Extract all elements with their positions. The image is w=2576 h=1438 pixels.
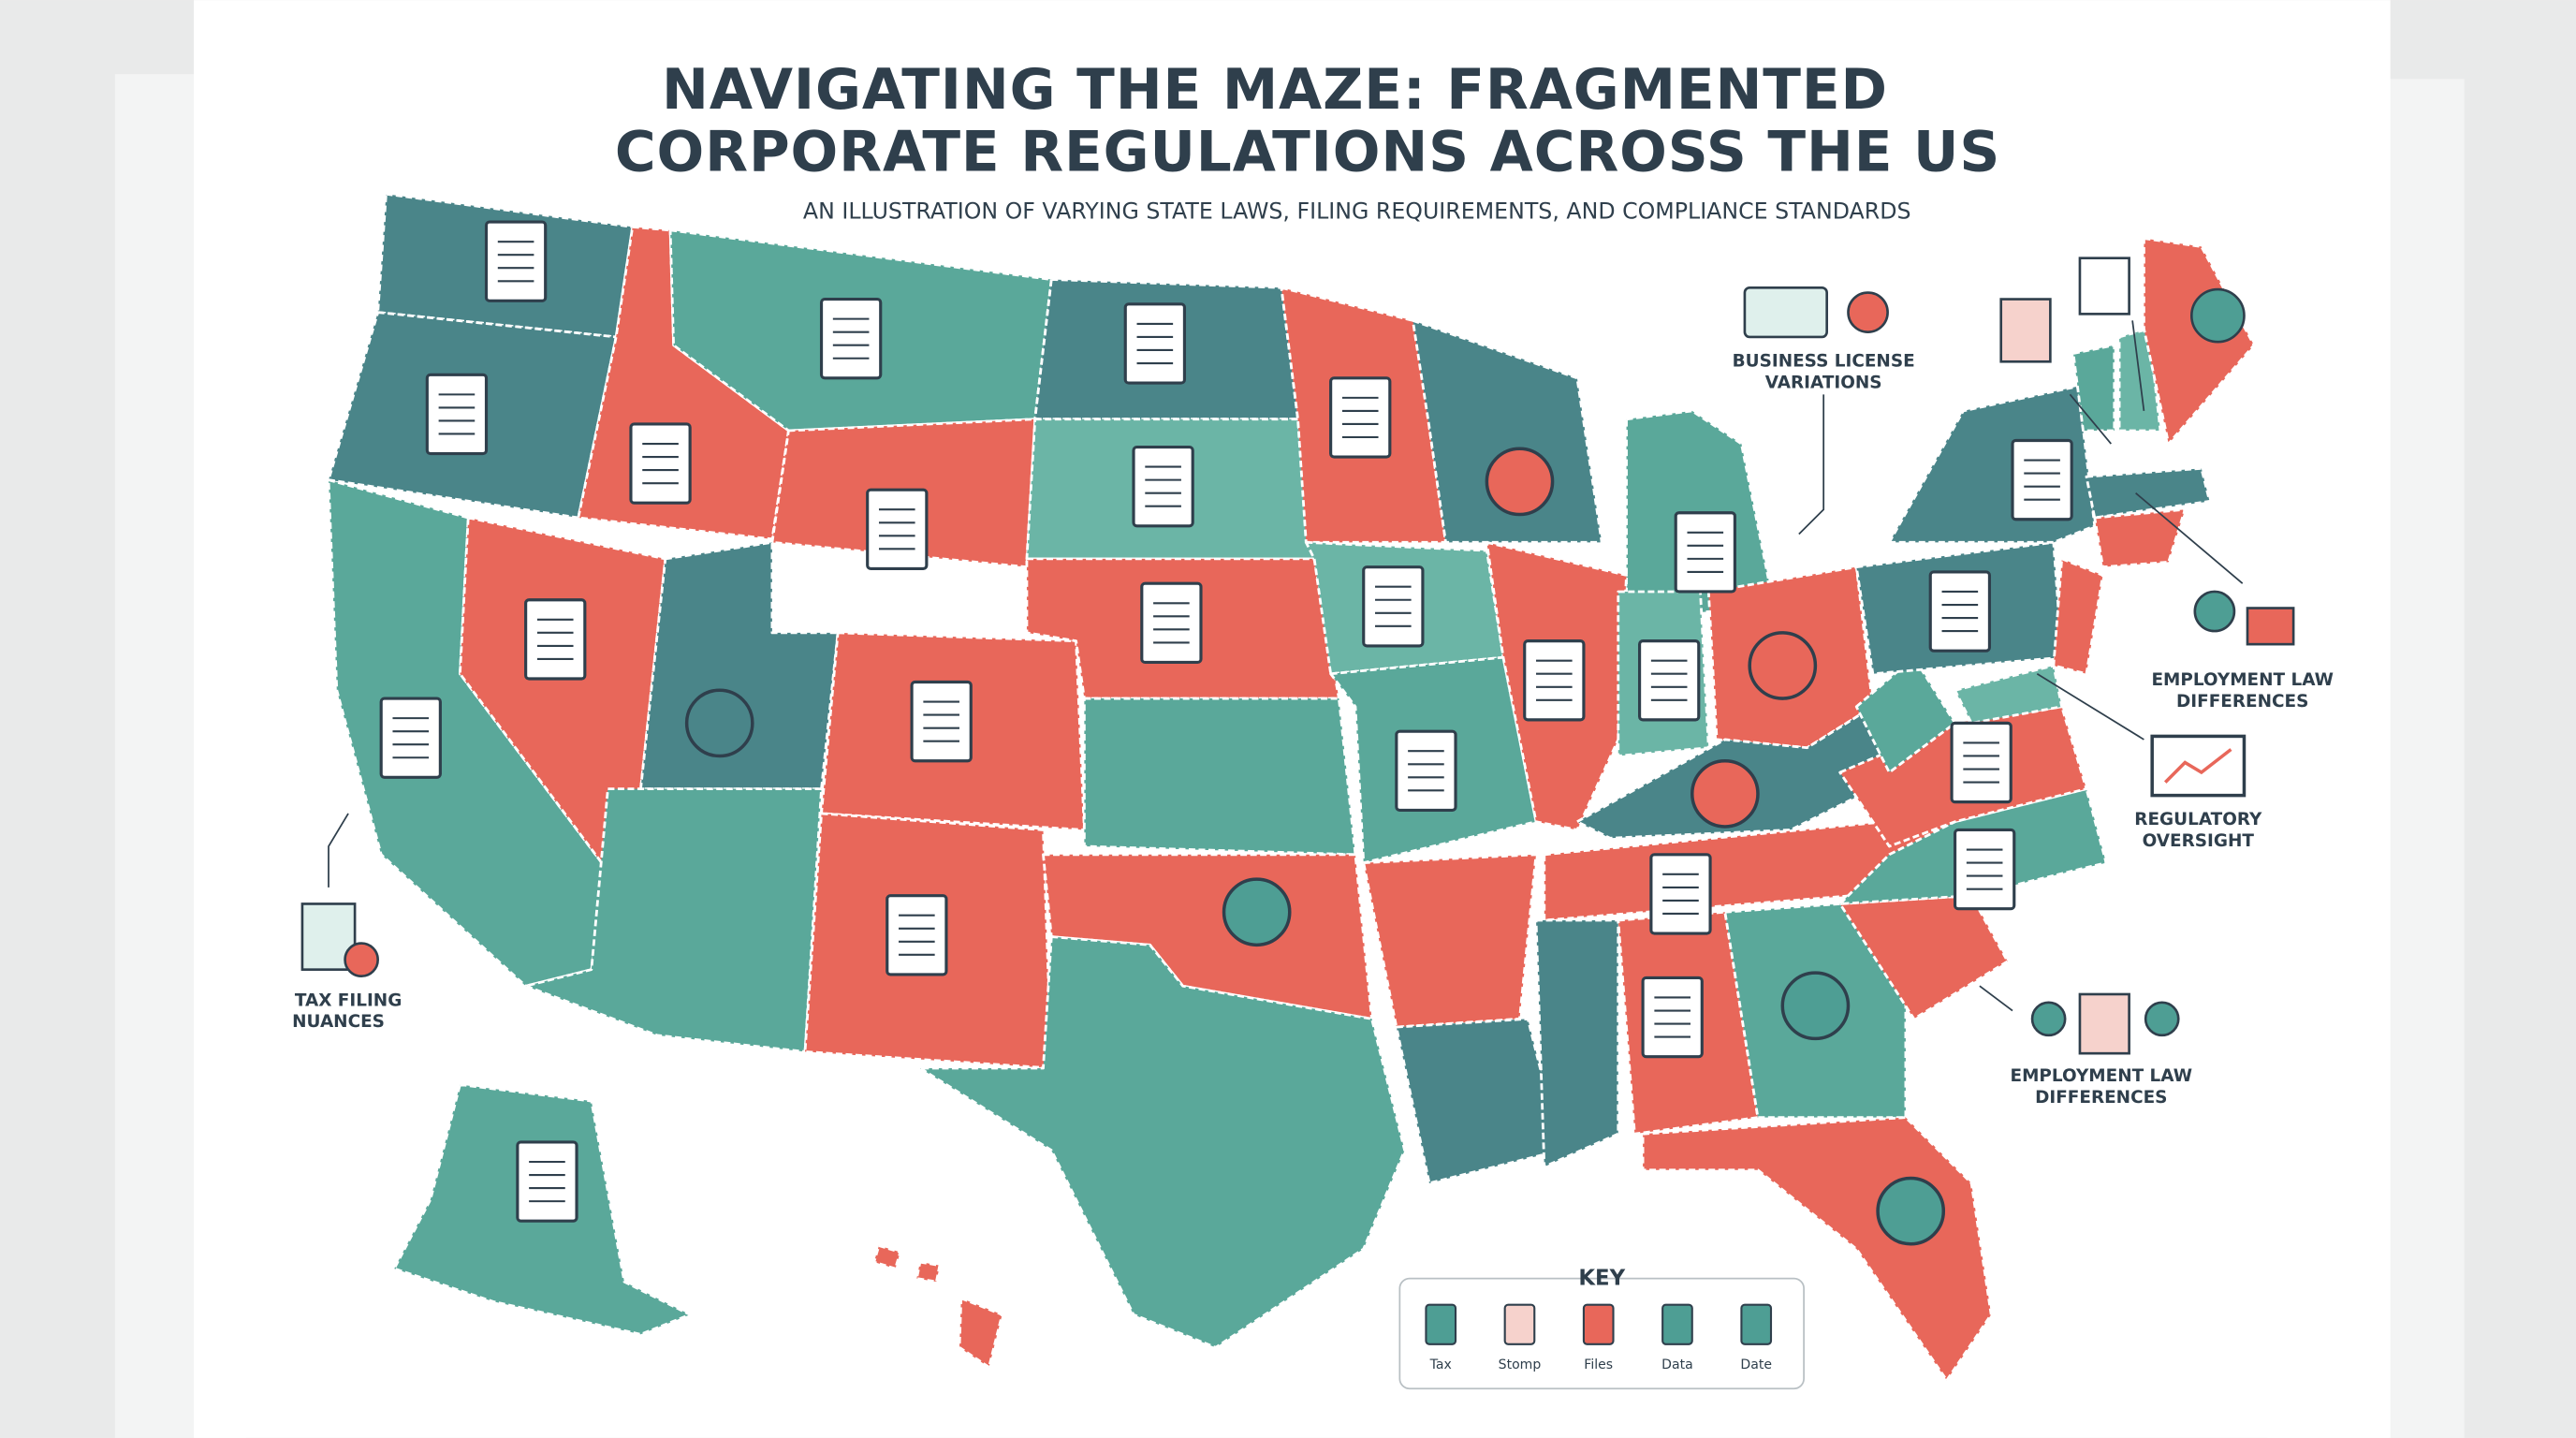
title-line: NAVIGATING THE MAZE: FRAGMENTED <box>662 58 1888 123</box>
state-shape <box>2143 237 2256 446</box>
state-shape <box>2052 557 2104 676</box>
callout-label: EMPLOYMENT LAW <box>2151 670 2333 690</box>
document-icon <box>1641 976 1704 1059</box>
seal-icon <box>1780 971 1851 1041</box>
document-icon <box>1123 302 1187 385</box>
callout-label: TAX FILING <box>295 990 402 1010</box>
document-icon <box>1140 581 1203 665</box>
document-icon <box>425 373 489 456</box>
document-icon <box>1638 639 1701 722</box>
document-icon <box>1953 828 2016 911</box>
state-shape <box>1082 697 1357 857</box>
document-icon <box>819 297 883 380</box>
seal-icon <box>1876 1176 1946 1246</box>
callout-label: BUSINESS LICENSE <box>1733 352 1915 372</box>
key-icon <box>1661 1303 1693 1345</box>
state-shape <box>1838 894 2010 1020</box>
seal-icon <box>684 688 754 758</box>
state-shape <box>2071 344 2116 433</box>
callout-label: DIFFERENCES <box>2176 692 2308 712</box>
document-icon <box>1132 445 1194 528</box>
key-label: Files <box>1584 1357 1613 1372</box>
state-shape <box>915 1260 942 1284</box>
key-label: Data <box>1661 1357 1693 1372</box>
document-icon <box>1950 721 2012 804</box>
document-icon <box>866 488 929 570</box>
key-icon <box>1503 1303 1536 1345</box>
key-title: KEY <box>1578 1267 1625 1291</box>
callout-label: EMPLOYMENT LAW <box>2011 1066 2192 1086</box>
document-icon <box>1674 511 1736 594</box>
leader-line <box>1798 394 1825 536</box>
key-label: Date <box>1740 1357 1772 1372</box>
map-icons <box>379 220 2073 1246</box>
document-icon <box>1928 570 1992 653</box>
state-shape <box>2085 466 2212 520</box>
seal-icon <box>1690 758 1760 829</box>
callout-label: DIFFERENCES <box>2035 1088 2167 1108</box>
key-icon <box>1425 1303 1457 1345</box>
document-icon <box>524 598 587 681</box>
document-icon <box>484 220 548 302</box>
state-shape <box>327 478 609 988</box>
leader-line <box>1979 985 2013 1012</box>
callout-label: VARIATIONS <box>1765 373 1882 392</box>
document-icon <box>2011 438 2073 521</box>
key-icon <box>1582 1303 1615 1345</box>
document-icon <box>1523 639 1586 722</box>
leader-line <box>2069 320 2244 584</box>
document-icon <box>1329 376 1392 459</box>
leader-line <box>328 813 349 888</box>
callout-label: REGULATORY <box>2134 810 2262 829</box>
state-shape <box>872 1244 902 1270</box>
key-label: Tax <box>1429 1357 1452 1372</box>
state-shape <box>918 935 1407 1349</box>
seal-icon <box>1748 631 1818 700</box>
seal-icon <box>1485 447 1555 517</box>
document-icon <box>1649 853 1712 935</box>
state-shape <box>1954 664 2064 725</box>
document-icon <box>629 422 692 505</box>
state-shape <box>524 787 823 1053</box>
state-shape <box>958 1297 1004 1369</box>
callout-icon <box>300 257 2295 1055</box>
document-icon <box>516 1140 578 1223</box>
key-label: Stomp <box>1499 1357 1542 1372</box>
state-shape <box>2093 507 2187 569</box>
callout-label: NUANCES <box>292 1012 385 1032</box>
callout-label: OVERSIGHT <box>2143 831 2255 851</box>
key-items: Tax Stomp Files Data Date <box>1425 1303 1773 1372</box>
subtitle: AN ILLUSTRATION OF VARYING STATE LAWS, F… <box>803 198 1911 225</box>
key-icon <box>1740 1303 1773 1345</box>
document-icon <box>910 680 973 763</box>
document-icon <box>379 697 442 779</box>
state-shape <box>1411 318 1603 544</box>
document-icon <box>886 894 948 976</box>
title-line: CORPORATE REGULATIONS ACROSS THE US <box>615 121 2000 185</box>
state-shape <box>1534 918 1620 1168</box>
document-icon <box>1362 565 1425 648</box>
leader-line <box>2036 672 2144 741</box>
document-icon <box>1395 729 1457 812</box>
seal-icon <box>1222 877 1292 947</box>
